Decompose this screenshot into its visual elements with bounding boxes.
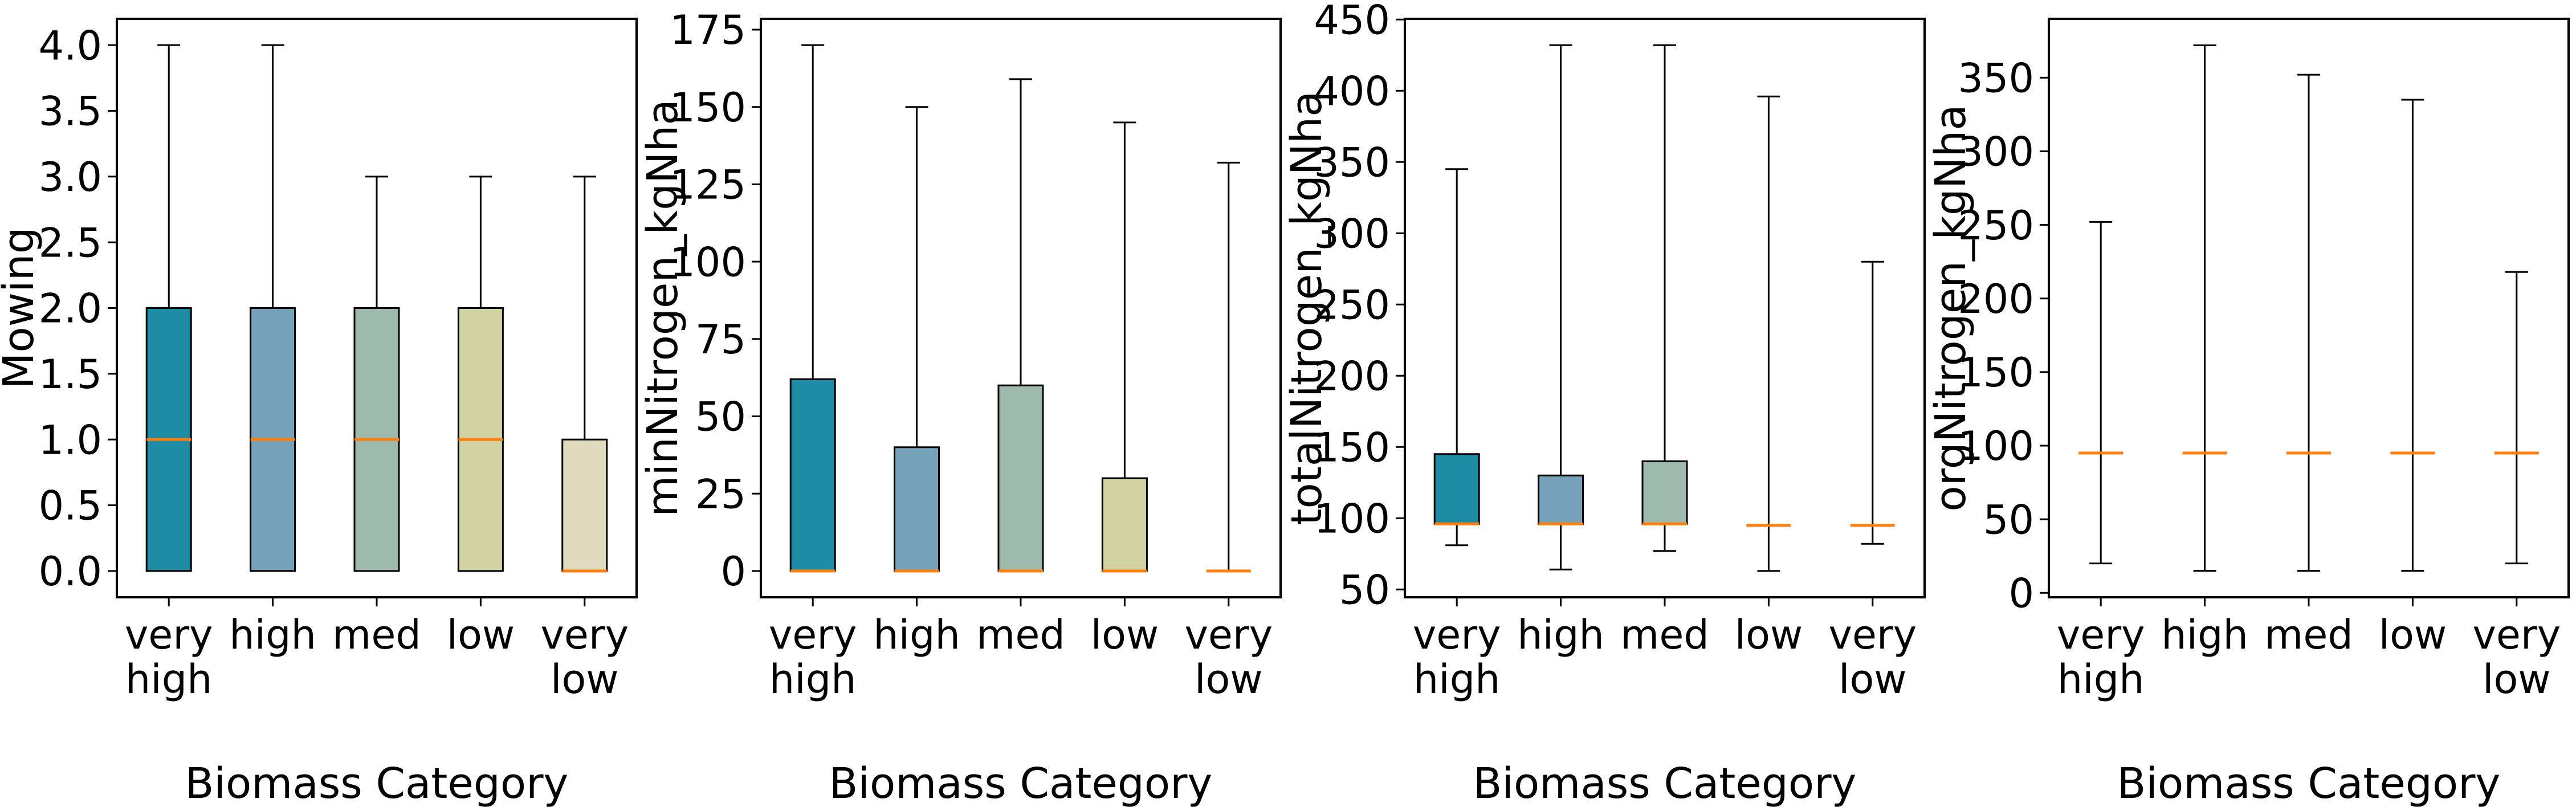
x-tick-label: very bbox=[769, 612, 857, 658]
x-axis-label: Biomass Category bbox=[2117, 759, 2501, 808]
y-tick-label: 100 bbox=[670, 239, 746, 286]
y-tick-label: 1.5 bbox=[39, 351, 102, 398]
y-tick-label: 250 bbox=[1314, 282, 1390, 328]
x-tick-label: low bbox=[1091, 612, 1159, 658]
y-tick-label: 350 bbox=[1958, 55, 2034, 102]
y-tick-label: 75 bbox=[695, 316, 746, 363]
x-tick-label: high bbox=[229, 612, 316, 658]
x-tick-label: very bbox=[540, 612, 629, 658]
y-tick-label: 3.5 bbox=[39, 88, 102, 135]
x-tick-label: med bbox=[1620, 612, 1709, 658]
y-tick-label: 150 bbox=[1958, 349, 2034, 396]
boxplot-mowing: 0.00.51.01.52.02.53.03.54.0Mowingveryhig… bbox=[0, 18, 638, 808]
y-tick-label: 400 bbox=[1314, 68, 1390, 115]
y-tick-label: 200 bbox=[1314, 353, 1390, 400]
box-very-high bbox=[1433, 453, 1480, 525]
x-tick-label: high bbox=[873, 612, 960, 658]
x-tick-label: low bbox=[1735, 612, 1803, 658]
x-tick-label: low bbox=[2483, 656, 2551, 703]
x-tick-label: high bbox=[1517, 612, 1604, 658]
x-tick-label: very bbox=[125, 612, 213, 658]
box-low bbox=[1101, 477, 1148, 572]
box-high bbox=[894, 446, 940, 572]
box-very-high bbox=[789, 378, 836, 572]
y-tick-label: 450 bbox=[1314, 0, 1390, 43]
y-tick-label: 2.0 bbox=[39, 286, 102, 332]
x-tick-label: high bbox=[2161, 612, 2248, 658]
y-axis-label: totalNitrogen_kgNha bbox=[1288, 91, 1331, 525]
panel-mowing: 0.0 0.5 1.0 1.5 2.0 2.5 3.0 3.5 4.0 Mowing very hig… bbox=[0, 0, 644, 811]
x-tick-label: med bbox=[332, 612, 421, 658]
y-tick-label: 350 bbox=[1314, 139, 1390, 186]
y-tick-label: 0.0 bbox=[39, 548, 102, 595]
box-med bbox=[997, 384, 1044, 572]
y-axis-label: minNitrogen_kgNha bbox=[644, 99, 687, 516]
y-tick-label: 2.5 bbox=[39, 219, 102, 266]
x-tick-label: high bbox=[1413, 656, 1501, 703]
x-tick-label: very bbox=[1828, 612, 1917, 658]
y-tick-label: 0.5 bbox=[39, 483, 102, 529]
y-axis-label: orgNitrogen_kgNha bbox=[1932, 104, 1975, 511]
y-tick-label: 0 bbox=[2008, 570, 2034, 617]
y-tick-label: 150 bbox=[1314, 424, 1390, 471]
x-tick-label: low bbox=[1839, 656, 1907, 703]
x-tick-label: low bbox=[1195, 656, 1263, 703]
x-tick-label: low bbox=[447, 612, 515, 658]
y-tick-label: 0 bbox=[720, 548, 746, 595]
y-tick-label: 4.0 bbox=[39, 22, 102, 69]
x-tick-label: high bbox=[2057, 656, 2145, 703]
box-med bbox=[1641, 460, 1688, 525]
x-tick-label: very bbox=[2472, 612, 2561, 658]
x-axis-label: Biomass Category bbox=[185, 759, 569, 808]
y-tick-label: 200 bbox=[1958, 276, 2034, 323]
x-tick-label: high bbox=[125, 656, 213, 703]
x-tick-label: high bbox=[769, 656, 857, 703]
y-tick-label: 50 bbox=[1983, 496, 2034, 543]
y-tick-label: 25 bbox=[695, 471, 746, 517]
panel-total-nitrogen: 50 100 150 200 250 300 350 400 450 totalNitrogen_… bbox=[1288, 0, 1932, 811]
x-tick-label: very bbox=[1413, 612, 1501, 658]
x-tick-label: low bbox=[2379, 612, 2447, 658]
x-axis-label: Biomass Category bbox=[829, 759, 1213, 808]
box-very-low bbox=[561, 438, 608, 572]
y-tick-label: 300 bbox=[1958, 129, 2034, 176]
x-tick-label: very bbox=[2057, 612, 2145, 658]
boxplot-total-nitrogen: 50 100 150 200 250 300 350 400 450 totalNitrogen_… bbox=[1288, 0, 1926, 808]
y-tick-label: 1.0 bbox=[39, 417, 102, 463]
x-tick-label: low bbox=[551, 656, 619, 703]
y-tick-label: 100 bbox=[1958, 423, 2034, 470]
y-axis-label: Mowing bbox=[0, 227, 43, 389]
y-tick-label: 175 bbox=[670, 7, 746, 54]
x-tick-label: med bbox=[976, 612, 1065, 658]
x-tick-label: very bbox=[1184, 612, 1273, 658]
y-tick-label: 150 bbox=[670, 84, 746, 131]
y-tick-label: 250 bbox=[1958, 202, 2034, 249]
y-tick-label: 300 bbox=[1314, 210, 1390, 257]
y-tick-label: 50 bbox=[1339, 567, 1390, 613]
y-tick-label: 125 bbox=[670, 162, 746, 209]
y-tick-label: 3.0 bbox=[39, 154, 102, 201]
y-tick-label: 100 bbox=[1314, 495, 1390, 542]
box-high bbox=[1538, 474, 1584, 525]
boxplot-min-nitrogen: 0 25 50 75 100 125 150 175 minNitrogen_kgNhavery… bbox=[644, 7, 1282, 808]
y-tick-label: 50 bbox=[695, 394, 746, 441]
boxplot-org-nitrogen: 0 50 100 150 200 250 300 350orgNitrogen_kgNhave… bbox=[1932, 18, 2570, 808]
x-axis-label: Biomass Category bbox=[1473, 759, 1857, 808]
x-tick-label: med bbox=[2264, 612, 2353, 658]
